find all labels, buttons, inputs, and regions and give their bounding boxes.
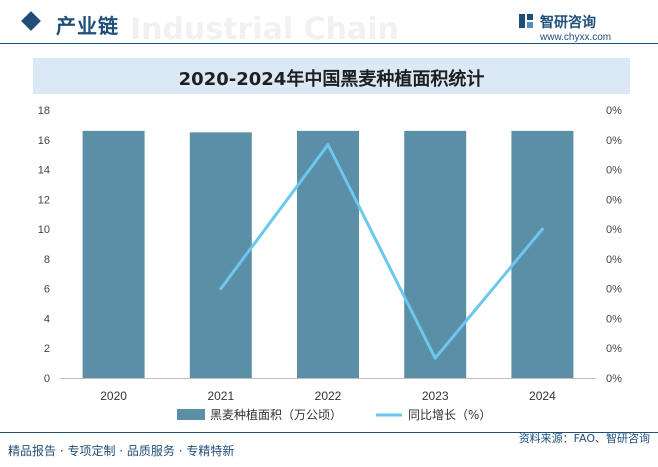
brand: 智研咨询 www.chyxx.com [518, 10, 648, 44]
top-bar: 产业链 智研咨询 www.chyxx.com [0, 0, 658, 44]
brand-url: www.chyxx.com [540, 32, 612, 43]
legend-swatch-bar [177, 409, 205, 420]
x-tick-label: 2021 [207, 389, 234, 403]
x-tick-label: 2023 [422, 389, 449, 403]
y-right-tick-label: 0% [606, 224, 622, 236]
y-left-tick-label: 0 [44, 373, 50, 385]
y-left-tick-label: 4 [44, 313, 50, 325]
y-left-tick-label: 14 [38, 165, 50, 177]
y-left-tick-label: 6 [44, 284, 50, 296]
y-left-tick-label: 12 [38, 194, 50, 206]
y-right-tick-label: 0% [606, 373, 622, 385]
y-left-tick-label: 16 [38, 135, 50, 147]
y-right-tick-label: 0% [606, 254, 622, 266]
chart-title: 2020-2024年中国黑麦种植面积统计 [178, 69, 485, 90]
bar [189, 132, 252, 378]
y-right-tick-label: 0% [606, 105, 622, 117]
data-source: 资料来源：FAO、智研咨询 [518, 432, 650, 445]
legend-label-bar: 黑麦种植面积（万公顷） [210, 407, 342, 422]
y-right-tick-label: 0% [606, 343, 622, 355]
x-tick-label: 2022 [315, 389, 342, 403]
y-right-tick-label: 0% [606, 165, 622, 177]
bar [297, 130, 359, 378]
legend-label-line: 同比增长（%） [408, 408, 491, 422]
brand-logo-icon [519, 14, 533, 28]
series-line-growth [219, 143, 544, 360]
y-left-tick-label: 10 [38, 224, 50, 236]
chart-title-band: 2020-2024年中国黑麦种植面积统计 [33, 58, 630, 94]
y-left-tick-label: 18 [38, 105, 50, 117]
y-right-tick-label: 0% [606, 135, 622, 147]
y-right-tick-label: 0% [606, 284, 622, 296]
bar [404, 130, 467, 378]
brand-name: 智研咨询 [540, 15, 596, 31]
y-left-tick-label: 8 [44, 254, 50, 266]
bar [82, 130, 145, 378]
section-title: 产业链 [56, 14, 119, 38]
footer-divider [0, 432, 658, 433]
y-right-tick-label: 0% [606, 313, 622, 325]
x-tick-label: 2020 [100, 389, 127, 403]
x-tick-label: 2024 [529, 389, 556, 403]
y-right-tick-label: 0% [606, 194, 622, 206]
footer-slogan: 精品报告 · 专项定制 · 品质服务 · 专精特新 [8, 444, 235, 458]
y-left-tick-label: 2 [44, 343, 50, 355]
top-divider [0, 43, 658, 44]
